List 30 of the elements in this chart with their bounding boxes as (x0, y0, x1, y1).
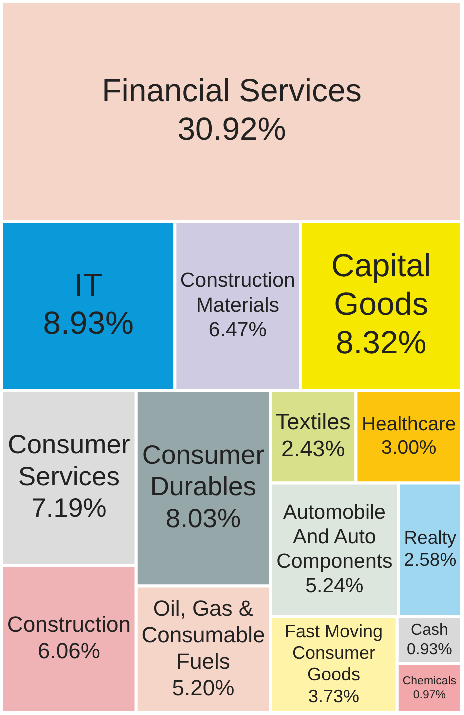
data-label: 30.92% (178, 110, 286, 147)
category-label: Cash (411, 622, 448, 640)
data-label: 0.93% (407, 641, 452, 658)
data-label: 2.43% (281, 436, 346, 462)
category-label: Realty (404, 527, 458, 548)
data-label: 8.03% (166, 503, 242, 534)
category-label: Textiles (276, 410, 351, 435)
data-label: 8.32% (336, 324, 427, 360)
category-label: Automobile And Auto Components (276, 500, 393, 573)
data-label: 6.06% (38, 638, 100, 664)
data-label: 2.58% (404, 549, 457, 570)
category-label: Financial Services (102, 72, 362, 109)
category-label: Consumer Services (8, 430, 130, 492)
data-label: 0.97% (413, 690, 446, 702)
category-label: Capital Goods (332, 248, 432, 322)
category-label: Chemicals (402, 676, 457, 688)
data-label: 8.93% (43, 305, 134, 342)
data-label: 7.19% (32, 493, 107, 524)
data-label: 3.00% (381, 436, 437, 459)
category-label: Oil, Gas & Consumable Fuels (142, 596, 266, 674)
category-label: Healthcare (362, 414, 456, 436)
data-label: 3.73% (308, 686, 360, 706)
data-label: 5.24% (306, 574, 364, 598)
category-label: Construction Materials (180, 269, 296, 317)
category-label: Construction (7, 612, 131, 638)
data-label: 6.47% (208, 318, 267, 342)
category-label: Fast Moving Consumer Goods (284, 621, 383, 685)
category-label: Consumer Durables (142, 440, 265, 502)
data-label: 5.20% (172, 675, 235, 700)
category-label: IT (74, 266, 103, 303)
